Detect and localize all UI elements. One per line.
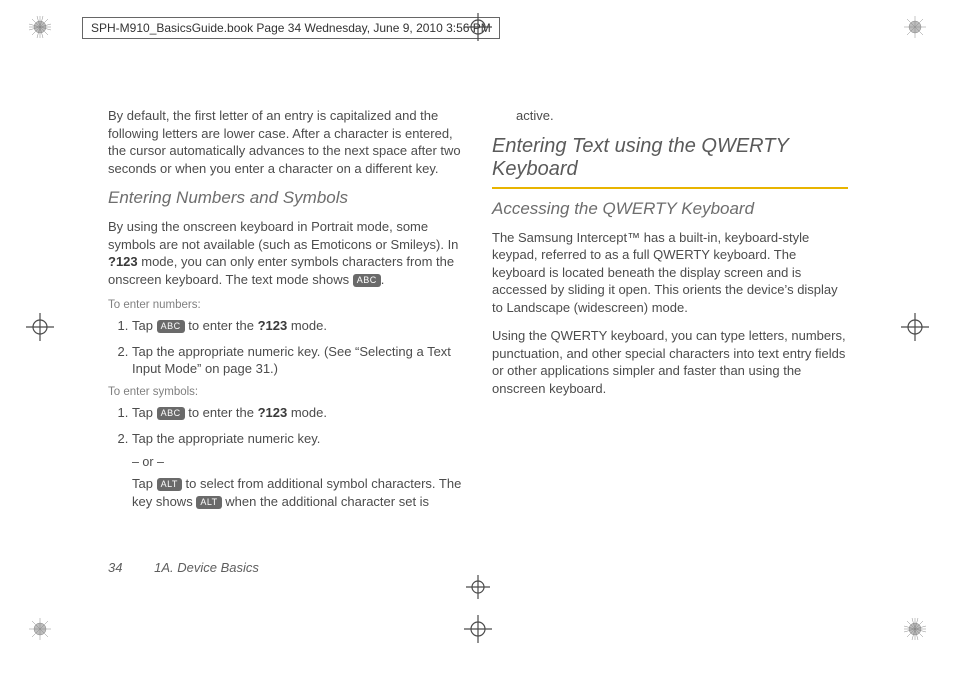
step-tap-numeric: Tap the appropriate numeric key. (See “S… — [132, 343, 464, 378]
step-tap-abc-1: Tap ABC to enter the ?123 mode. — [132, 317, 464, 335]
numbers-symbols-paragraph: By using the onscreen keyboard in Portra… — [108, 218, 464, 288]
intro-paragraph: By default, the first letter of an entry… — [108, 107, 464, 177]
sub-enter-symbols: To enter symbols: — [108, 386, 464, 398]
alt-keycap-icon: ALT — [196, 496, 221, 509]
heading-accessing-qwerty: Accessing the QWERTY Keyboard — [492, 199, 848, 219]
alt-keycap-icon: ALT — [157, 478, 182, 491]
step-tap-numeric-2: Tap the appropriate numeric key. — [132, 430, 464, 448]
qwerty-paragraph-2: Using the QWERTY keyboard, you can type … — [492, 327, 848, 397]
abc-keycap-icon: ABC — [157, 320, 185, 333]
abc-keycap-icon: ABC — [157, 407, 185, 420]
section-title: 1A. Device Basics — [154, 560, 259, 575]
or-divider: – or – — [108, 455, 464, 469]
step-tap-abc-2: Tap ABC to enter the ?123 mode. — [132, 404, 464, 422]
print-header: SPH-M910_BasicsGuide.book Page 34 Wednes… — [82, 17, 500, 39]
sub-enter-numbers: To enter numbers: — [108, 299, 464, 311]
heading-qwerty: Entering Text using the QWERTY Keyboard — [492, 135, 848, 181]
page-footer: 34 1A. Device Basics — [108, 560, 259, 575]
heading-numbers-symbols: Entering Numbers and Symbols — [108, 188, 464, 208]
abc-keycap-icon: ABC — [353, 274, 381, 287]
page-body: By default, the first letter of an entry… — [108, 107, 848, 607]
qwerty-paragraph-1: The Samsung Intercept™ has a built-in, k… — [492, 229, 848, 317]
page-number: 34 — [108, 560, 122, 575]
section-rule — [492, 187, 848, 189]
